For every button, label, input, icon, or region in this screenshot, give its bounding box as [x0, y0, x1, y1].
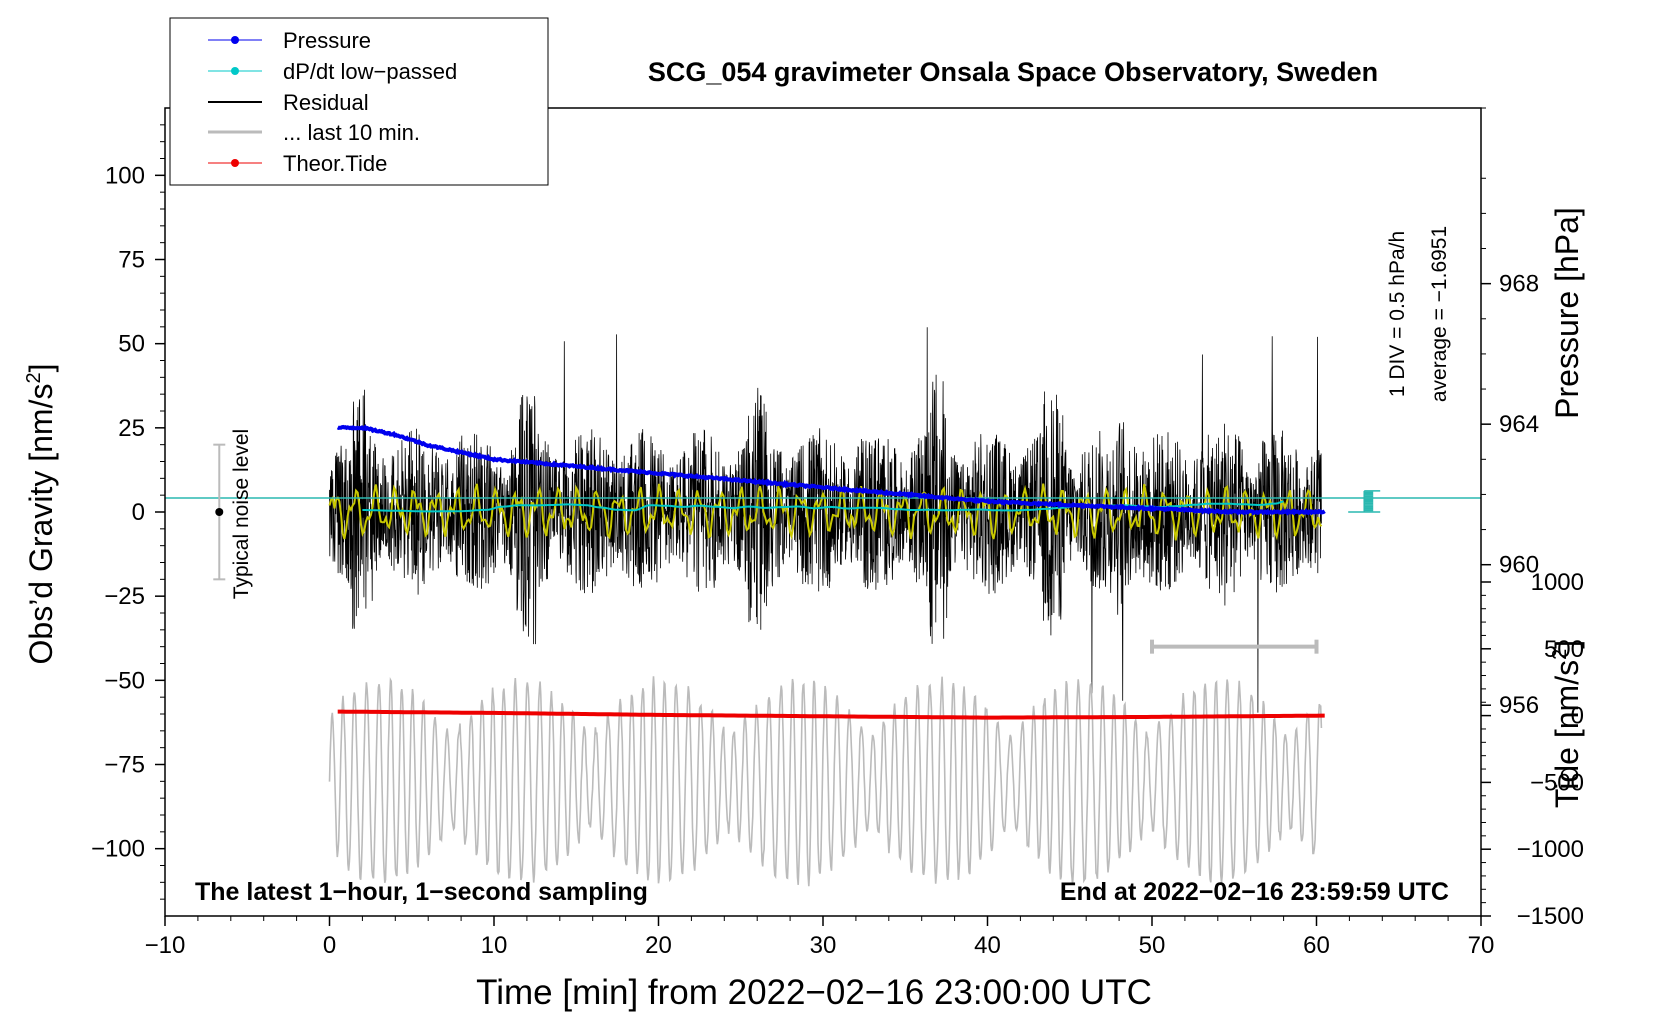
- x-tick-label: 70: [1468, 932, 1495, 959]
- legend-entry-tide: Theor.Tide: [208, 151, 387, 176]
- pressure-line: [336, 424, 1326, 516]
- residual-line: [329, 327, 1322, 713]
- tide-tick-label: 1000: [1531, 569, 1584, 596]
- legend-marker-dpdt: [231, 67, 239, 75]
- y-axis-label-tide-sup: 2: [1549, 649, 1571, 660]
- y-tick-label: −50: [104, 667, 145, 694]
- annotation-left: The latest 1−hour, 1−second sampling: [195, 878, 648, 906]
- dpdt-line: [362, 500, 1284, 513]
- residual-lowpass-line: [328, 483, 1323, 541]
- frame-layer: −10 0 10 20 30 40 50 60 701007550250−25−50−75−10…: [91, 107, 1584, 959]
- legend-label-last10: ... last 10 min.: [283, 120, 420, 145]
- legend: Pressure dP/dt low−passed Residual ... l…: [208, 28, 457, 176]
- y-axis-label-left-end: ]: [23, 364, 59, 373]
- pressure-tick-label: 964: [1499, 411, 1539, 438]
- y-axis-label-left-text: Obs’d Gravity [nm/s: [23, 384, 59, 665]
- pressure-tick-label: 968: [1499, 271, 1539, 298]
- y-axis-label-left: Obs’d Gravity [nm/s2]: [23, 364, 59, 665]
- annotation-right: End at 2022−02−16 23:59:59 UTC: [1060, 878, 1449, 906]
- y-axis-label-tide-text: Tide [nm/s: [1549, 660, 1585, 808]
- x-tick-label: −10: [145, 932, 186, 959]
- x-tick-label: 60: [1303, 932, 1330, 959]
- x-axis-label: Time [min] from 2022−02−16 23:00:00 UTC: [476, 973, 1152, 1012]
- legend-label-tide: Theor.Tide: [283, 151, 387, 176]
- y-tick-label: 50: [118, 331, 145, 358]
- noise-bar-center-dot: [215, 508, 224, 516]
- y-tick-label: −100: [91, 836, 145, 863]
- legend-entry-pressure: Pressure: [208, 28, 371, 53]
- last10-line: [328, 676, 1323, 887]
- tide-tick-label: −500: [1530, 769, 1584, 796]
- legend-marker-pressure: [231, 36, 239, 44]
- pressure-tick-label: 956: [1499, 692, 1539, 719]
- legend-label-residual: Residual: [283, 90, 369, 115]
- legend-entry-dpdt: dP/dt low−passed: [208, 59, 457, 84]
- dpdt-average-label: average = −1.6951: [1428, 226, 1451, 402]
- x-tick-label: 50: [1139, 932, 1166, 959]
- chart-title: SCG_054 gravimeter Onsala Space Observat…: [648, 57, 1378, 87]
- y-tick-label: −25: [104, 583, 145, 610]
- y-tick-label: 100: [105, 162, 145, 189]
- y-axis-label-tide-end: ]: [1549, 640, 1585, 649]
- y-tick-label: 75: [118, 247, 145, 274]
- series-layer: [165, 327, 1481, 887]
- tide-tick-label: 0: [1571, 703, 1584, 730]
- noise-level-label: Typical noise level: [230, 429, 253, 599]
- y-tick-label: 25: [118, 415, 145, 442]
- legend-entry-residual: Residual: [208, 90, 369, 115]
- dpdt-div-label: 1 DIV = 0.5 hPa/h: [1386, 231, 1409, 397]
- x-tick-label: 20: [645, 932, 672, 959]
- y-tick-label: −75: [104, 752, 145, 779]
- legend-label-dpdt: dP/dt low−passed: [283, 59, 457, 84]
- tide-tick-label: −1500: [1517, 903, 1584, 930]
- legend-label-pressure: Pressure: [283, 28, 371, 53]
- y-axis-label-tide: Tide [nm/s2]: [1549, 640, 1585, 808]
- x-tick-label: 30: [810, 932, 837, 959]
- y-axis-label-pressure: Pressure [hPa]: [1549, 207, 1585, 419]
- y-tick-label: 0: [132, 499, 145, 526]
- tide-line: [337, 709, 1325, 720]
- legend-entry-last10: ... last 10 min.: [208, 120, 420, 145]
- x-tick-label: 40: [974, 932, 1001, 959]
- tide-tick-label: 500: [1544, 636, 1584, 663]
- tide-tick-label: −1000: [1517, 836, 1584, 863]
- x-tick-label: 10: [481, 932, 508, 959]
- y-axis-label-left-sup: 2: [23, 372, 45, 383]
- pressure-tick-label: 960: [1499, 552, 1539, 579]
- x-tick-label: 0: [323, 932, 336, 959]
- legend-marker-tide: [231, 159, 239, 167]
